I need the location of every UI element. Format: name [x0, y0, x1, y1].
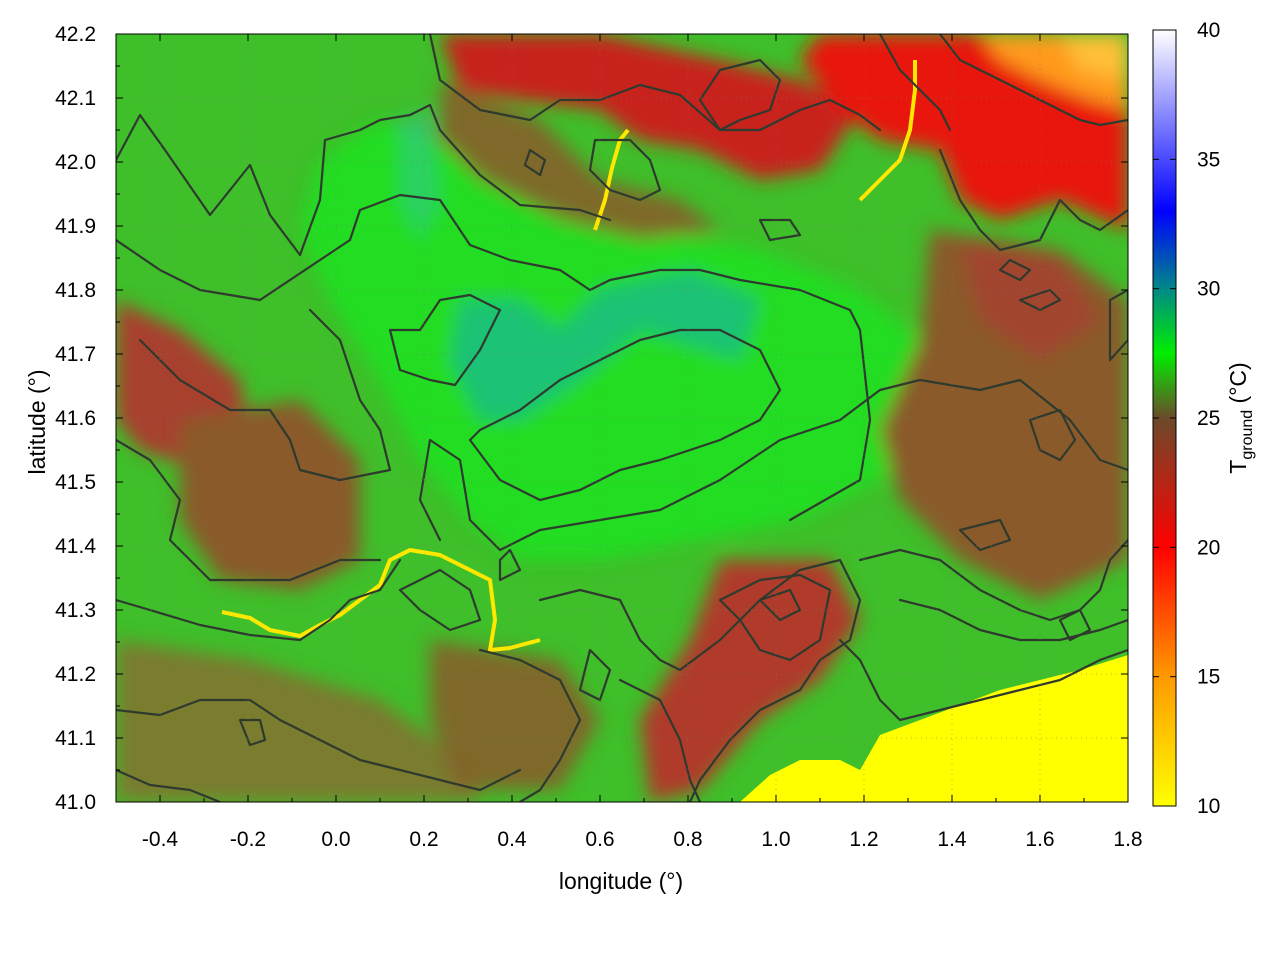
grid-lines: [116, 34, 1128, 802]
x-tick-label: 1.2: [849, 828, 878, 851]
contour-lines: [116, 34, 1128, 802]
colorbar-title-subscript: ground: [1239, 410, 1256, 460]
y-tick-label: 41.6: [55, 407, 96, 430]
x-tick-label: 0.0: [321, 828, 350, 851]
colorbar-tick-label: 15: [1197, 666, 1220, 689]
y-axis: 41.0 41.1 41.2 41.3 41.4 41.5 41.6 41.7 41.8 41.9…: [55, 23, 1128, 814]
y-tick-label: 41.7: [55, 343, 96, 366]
colorbar-ticks: 10 15 20 25 30 35 40: [1153, 19, 1220, 818]
x-axis-title: longitude (°): [559, 868, 683, 894]
region-south-west-low: [116, 640, 480, 802]
y-tick-label: 42.1: [55, 87, 96, 110]
region-southwest-warm: [180, 400, 360, 590]
x-tick-label: 0.2: [409, 828, 438, 851]
x-tick-label: 0.4: [497, 828, 527, 851]
x-tick-label: 1.6: [1025, 828, 1054, 851]
x-tick-label: 1.4: [937, 828, 967, 851]
y-tick-label: 41.8: [55, 279, 96, 302]
region-north-brown: [440, 80, 720, 240]
region-east-warmer: [960, 240, 1100, 360]
region-central-coolest: [450, 270, 760, 420]
region-north-east-orange: [1060, 34, 1128, 80]
x-tick-label: 1.0: [761, 828, 790, 851]
x-tick-label: -0.2: [230, 828, 266, 851]
y-tick-label: 42.2: [55, 23, 96, 46]
region-north-east-hot: [800, 34, 1128, 230]
region-north-central-warm: [440, 34, 860, 180]
colorbar-tick-label: 35: [1197, 148, 1220, 171]
colorbar-tick-label: 25: [1197, 407, 1220, 430]
region-south-central-warm: [640, 560, 860, 802]
colorbar-tick-label: 30: [1197, 278, 1220, 301]
colorbar-title-symbol: T: [1225, 460, 1251, 474]
x-tick-label: 1.8: [1113, 828, 1142, 851]
temperature-field: [116, 34, 1128, 802]
colorbar-tick-label: 40: [1197, 19, 1220, 42]
colorbar-tick-label: 20: [1197, 536, 1220, 559]
y-tick-label: 41.3: [55, 599, 96, 622]
y-tick-label: 41.1: [55, 727, 96, 750]
colorbar-tick-label: 10: [1197, 795, 1220, 818]
y-tick-label: 41.5: [55, 471, 96, 494]
y-tick-label: 41.9: [55, 215, 96, 238]
region-south-central-brown: [430, 640, 600, 790]
sea-area: [740, 655, 1128, 802]
x-axis: -0.4 -0.2 0.0 0.2 0.4 0.6 0.8 1.0 1.2 1.4 1.6 1.8: [115, 34, 1143, 851]
x-tick-label: 0.8: [673, 828, 702, 851]
y-tick-label: 41.0: [55, 791, 96, 814]
y-tick-label: 42.0: [55, 151, 96, 174]
colorbar-title: Tground (°C): [1225, 362, 1256, 473]
y-axis-title: latitude (°): [24, 369, 50, 474]
x-tick-label: 0.6: [585, 828, 614, 851]
x-tick-label: -0.4: [142, 828, 179, 851]
y-tick-label: 41.2: [55, 663, 96, 686]
colorbar-title-unit: (°C): [1225, 362, 1251, 410]
region-north-strip-cool: [400, 110, 440, 240]
river-north: [593, 128, 630, 231]
river-line: [221, 548, 541, 652]
y-tick-label: 41.4: [55, 535, 96, 558]
